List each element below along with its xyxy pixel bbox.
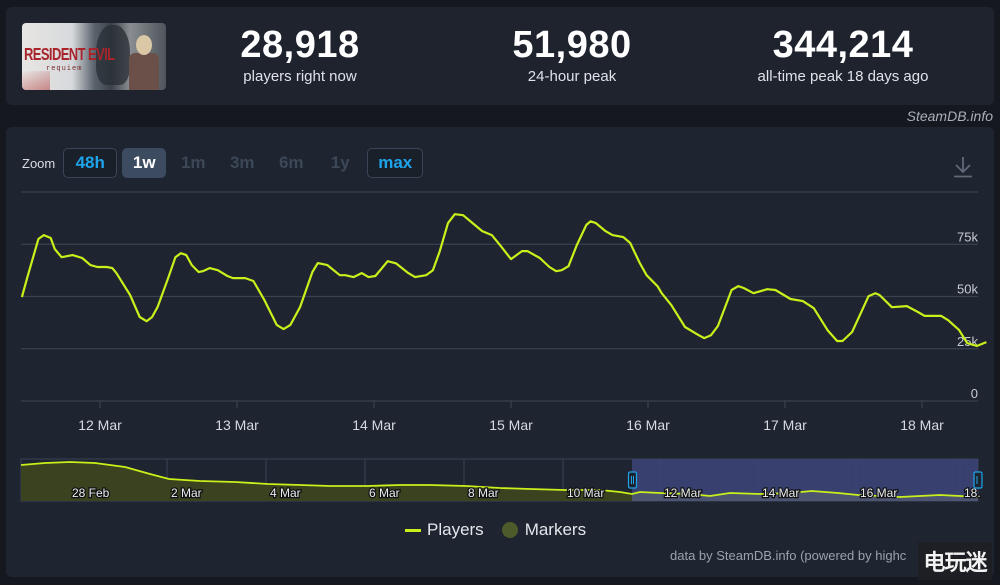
stat-24h-peak: 51,980 24-hour peak bbox=[482, 25, 662, 85]
zoom-1y-button: 1y bbox=[330, 153, 350, 172]
cover-art-figure-2-head bbox=[136, 35, 152, 55]
stat-all-time-peak: 344,214 all-time peak 18 days ago bbox=[733, 25, 953, 85]
navigator-left-handle[interactable] bbox=[627, 471, 638, 489]
legend-item-players[interactable]: Players bbox=[405, 520, 484, 540]
stat-value: 344,214 bbox=[772, 24, 914, 66]
chart-legend: Players Markers bbox=[405, 520, 604, 540]
svg-text:0: 0 bbox=[971, 386, 978, 401]
download-icon[interactable] bbox=[952, 155, 974, 179]
stat-current-players: 28,918 players right now bbox=[210, 25, 390, 85]
zoom-3m-button: 3m bbox=[229, 153, 255, 172]
cover-art-title: RESIDENT EVIL bbox=[24, 44, 115, 65]
navigator-line bbox=[20, 461, 979, 498]
site-watermark-logo: 电玩迷 bbox=[918, 542, 992, 580]
legend-item-markers[interactable]: Markers bbox=[501, 520, 587, 540]
cover-art-streak bbox=[22, 71, 50, 90]
svg-text:18 Mar: 18 Mar bbox=[900, 417, 944, 433]
navigator[interactable]: 28 Feb 2 Mar 4 Mar 6 Mar 8 Mar 10 Mar 12 Mar 14… bbox=[20, 458, 983, 502]
navigator-selected-area bbox=[632, 491, 978, 501]
markers-dot-swatch-icon bbox=[501, 522, 518, 538]
navigator-date-labels: 28 Feb 2 Mar 4 Mar 6 Mar 8 Mar 10 Mar 12 Mar 14… bbox=[71, 485, 982, 502]
cover-art-figure-1 bbox=[96, 25, 130, 85]
svg-text:12 Mar: 12 Mar bbox=[78, 417, 122, 433]
svg-text:10 Mar: 10 Mar bbox=[567, 486, 604, 500]
svg-text:16 Mar: 16 Mar bbox=[860, 486, 897, 500]
chart-gridlines bbox=[21, 191, 978, 408]
chart-panel bbox=[6, 127, 994, 577]
svg-text:28 Feb: 28 Feb bbox=[72, 486, 110, 500]
svg-text:17 Mar: 17 Mar bbox=[763, 417, 807, 433]
zoom-1w-button[interactable]: 1w bbox=[122, 148, 167, 178]
zoom-6m-button: 6m bbox=[278, 153, 304, 172]
stat-value: 28,918 bbox=[240, 24, 360, 66]
svg-text:2 Mar: 2 Mar bbox=[171, 486, 202, 500]
game-cover-image[interactable]: RESIDENT EVIL requiem bbox=[22, 23, 166, 90]
svg-text:50k: 50k bbox=[957, 282, 978, 297]
players-line-swatch-icon bbox=[405, 528, 421, 532]
zoom-48h-button[interactable]: 48h bbox=[63, 148, 118, 178]
svg-text:14 Mar: 14 Mar bbox=[762, 486, 799, 500]
zoom-max-button[interactable]: max bbox=[367, 148, 424, 178]
navigator-right-handle[interactable] bbox=[973, 471, 983, 489]
svg-text:6 Mar: 6 Mar bbox=[369, 486, 400, 500]
stat-label: 24-hour peak bbox=[527, 68, 617, 85]
cover-art-subtitle: requiem bbox=[46, 65, 83, 73]
legend-label-players: Players bbox=[427, 520, 484, 539]
stat-value: 51,980 bbox=[512, 24, 632, 66]
steamdb-credit-link[interactable]: SteamDB.info bbox=[906, 108, 993, 124]
stat-label: players right now bbox=[243, 68, 357, 85]
svg-text:14 Mar: 14 Mar bbox=[352, 417, 396, 433]
zoom-toolbar: Zoom 48h 1w 1m 3m 6m 1y max bbox=[22, 148, 428, 178]
cover-art-figure-2-body bbox=[129, 53, 159, 90]
svg-text:12 Mar: 12 Mar bbox=[664, 486, 701, 500]
legend-label-markers: Markers bbox=[524, 520, 587, 539]
data-credit-link[interactable]: data by SteamDB.info (powered by highc bbox=[670, 548, 907, 563]
svg-text:16 Mar: 16 Mar bbox=[626, 417, 670, 433]
players-series-line[interactable] bbox=[20, 213, 987, 348]
svg-text:8 Mar: 8 Mar bbox=[468, 486, 499, 500]
stat-label: all-time peak 18 days ago bbox=[757, 68, 929, 85]
navigator-area bbox=[21, 462, 632, 501]
stats-header bbox=[6, 7, 994, 105]
x-axis-labels: 12 Mar 13 Mar 14 Mar 15 Mar 16 Mar 17 Mar 18 M… bbox=[78, 417, 944, 433]
svg-text:15 Mar: 15 Mar bbox=[489, 417, 533, 433]
svg-text:18.: 18. bbox=[964, 486, 981, 500]
svg-text:13 Mar: 13 Mar bbox=[215, 417, 259, 433]
svg-text:4 Mar: 4 Mar bbox=[270, 486, 301, 500]
svg-text:75k: 75k bbox=[957, 229, 978, 244]
zoom-label: Zoom bbox=[22, 155, 56, 171]
zoom-1m-button: 1m bbox=[180, 153, 206, 172]
